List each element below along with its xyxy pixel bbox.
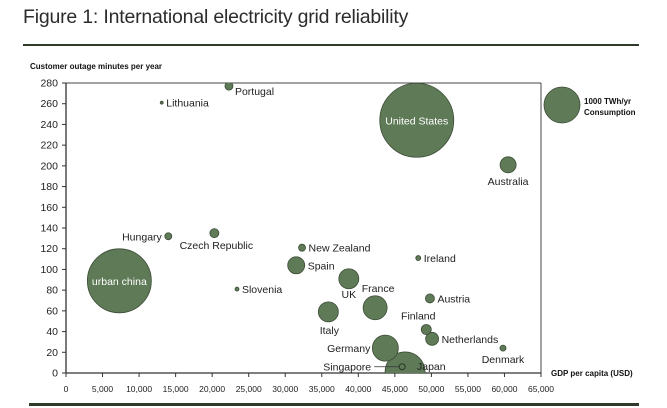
- x-tick-label: 50,000: [418, 384, 444, 394]
- y-tick-label: 40: [46, 326, 58, 338]
- bubble-france: [362, 295, 388, 321]
- y-tick-label: 260: [40, 98, 58, 110]
- y-tick-label: 80: [46, 285, 58, 297]
- label-czech-republic: Czech Republic: [180, 240, 254, 252]
- x-tick-label: 10,000: [126, 384, 152, 394]
- bubble-finland: [420, 324, 432, 335]
- x-tick-label: 40,000: [345, 384, 371, 394]
- bubble-portugal: [224, 83, 234, 91]
- y-tick-label: 280: [40, 78, 58, 90]
- x-tick-label: 5,000: [92, 384, 114, 394]
- y-tick-label: 100: [40, 264, 58, 276]
- legend-label-line1: 1000 TWh/yr: [584, 97, 631, 106]
- bubble-lithuania: [159, 100, 164, 105]
- label-netherlands: Netherlands: [442, 334, 499, 346]
- bubble-new-zealand: [298, 243, 306, 252]
- y-tick-label: 220: [40, 140, 58, 152]
- bubbles: [86, 83, 517, 373]
- x-axis: 0 5,000 10,000 15,000 20,000 25,000 30,000 35,0…: [64, 373, 554, 394]
- label-finland: Finland: [401, 311, 436, 323]
- x-tick-label: 25,000: [236, 384, 262, 394]
- figure-title: Figure 1: International electricity grid…: [23, 6, 409, 28]
- x-tick-label: 45,000: [382, 384, 408, 394]
- bubble-italy: [317, 301, 339, 323]
- label-slovenia: Slovenia: [242, 284, 282, 296]
- bubble-singapore: [398, 363, 406, 371]
- bubble-hungary: [164, 232, 173, 241]
- y-tick-label: 180: [40, 181, 58, 193]
- x-tick-label: 55,000: [455, 384, 481, 394]
- bubble-denmark: [499, 344, 507, 352]
- label-spain: Spain: [308, 260, 335, 272]
- label-austria: Austria: [437, 293, 470, 305]
- label-australia: Australia: [488, 176, 529, 188]
- label-portugal: Portugal: [235, 86, 274, 98]
- label-new-zealand: New Zealand: [309, 243, 371, 255]
- bubble-austria: [425, 293, 435, 304]
- bubble-czech-republic: [209, 228, 220, 239]
- bubble-germany: [371, 334, 399, 362]
- label-hungary: Hungary: [122, 231, 162, 243]
- x-tick-label: 15,000: [163, 384, 189, 394]
- y-tick-label: 240: [40, 119, 58, 131]
- label-italy: Italy: [320, 325, 340, 337]
- bubble-netherlands: [425, 331, 440, 346]
- bubble-slovenia: [234, 286, 240, 292]
- bubble-spain: [287, 256, 306, 275]
- y-tick-label: 0: [52, 368, 58, 380]
- bubble-ireland: [415, 255, 422, 261]
- y-tick-label: 120: [40, 243, 58, 255]
- x-tick-label: 0: [64, 384, 69, 394]
- legend-bubble: [543, 86, 581, 124]
- x-tick-label: 20,000: [199, 384, 225, 394]
- point-labels: Lithuania Portugal United States Australia H…: [92, 86, 529, 373]
- x-tick-label: 65,000: [528, 384, 554, 394]
- label-germany: Germany: [327, 343, 371, 355]
- label-united-states: United States: [385, 115, 448, 127]
- label-ireland: Ireland: [424, 253, 456, 265]
- bubble-australia: [499, 156, 517, 174]
- bubble-united-states: [379, 83, 455, 158]
- legend-label-line2: Consumption: [584, 108, 636, 117]
- top-rule: [23, 44, 639, 46]
- label-singapore: Singapore: [323, 361, 371, 373]
- y-tick-label: 20: [46, 347, 58, 359]
- x-tick-label: 60,000: [491, 384, 517, 394]
- y-tick-label: 60: [46, 305, 58, 317]
- plot-frame: [65, 82, 542, 374]
- y-tick-label: 200: [40, 160, 58, 172]
- label-uk: UK: [342, 289, 357, 301]
- label-urban-china: urban china: [92, 276, 147, 288]
- x-axis-title: GDP per capita (USD): [551, 369, 633, 378]
- bottom-rule: [29, 403, 639, 406]
- bubble-urban-china: [86, 248, 152, 314]
- size-legend: 1000 TWh/yr Consumption: [543, 86, 636, 124]
- label-denmark: Denmark: [482, 354, 525, 366]
- label-lithuania: Lithuania: [166, 98, 209, 110]
- bubble-uk: [338, 268, 360, 290]
- label-france: France: [362, 283, 395, 295]
- y-tick-label: 160: [40, 202, 58, 214]
- x-tick-label: 35,000: [309, 384, 335, 394]
- y-tick-label: 140: [40, 223, 58, 235]
- x-tick-label: 30,000: [272, 384, 298, 394]
- y-axis: 0 20 40 60 80 100 120 140 160 180 200 220 240 260 280: [40, 78, 66, 380]
- label-japan: Japan: [417, 361, 446, 373]
- y-axis-title: Customer outage minutes per year: [30, 62, 162, 71]
